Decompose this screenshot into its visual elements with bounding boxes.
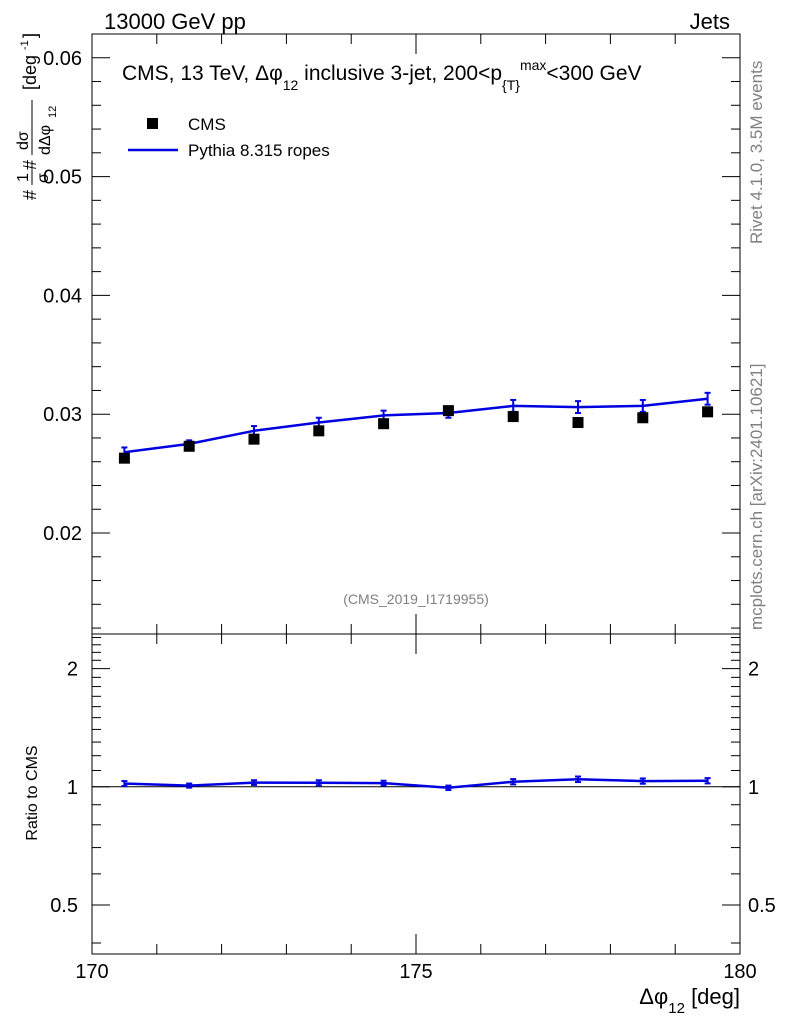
cms-data-point [572, 417, 584, 429]
ratio-ytick-label: 0.5 [50, 895, 78, 917]
legend-mc-label: Pythia 8.315 ropes [188, 141, 330, 160]
plot-title: CMS, 13 TeV, Δφ12 inclusive 3-jet, 200<p… [122, 57, 642, 93]
y-label-sub12: 12 [47, 106, 59, 118]
title-prefix: CMS, 13 TeV, [122, 62, 255, 85]
main-y-ticks: 0.02 0.03 0.04 0.05 0.06 [43, 48, 740, 629]
main-ytick-label: 0.03 [43, 404, 82, 426]
y-label-frac-one: 1 [15, 173, 32, 182]
ratio-mc-line [124, 778, 708, 790]
y-label-hash1: # [20, 190, 40, 200]
y-label-frac-ddphi: dΔφ [37, 125, 54, 155]
y-label-exp: -1 [19, 40, 31, 50]
y-axis-label: # 1 σ # dσ dΔφ 12 [deg -1 ] [15, 33, 59, 200]
ratio-marks [92, 775, 740, 792]
y-label-hash2: # [20, 160, 40, 170]
main-marks [118, 391, 714, 464]
y-label-frac-dsigma: dσ [15, 131, 32, 150]
rivet-label: Rivet 4.1.0, 3.5M events [747, 61, 766, 244]
main-ytick-label: 0.06 [43, 48, 82, 70]
title-middle: inclusive 3-jet, 200<p [298, 62, 502, 85]
title-supmax: max [520, 57, 546, 73]
cms-data-point [313, 425, 325, 437]
x-label-sub: 12 [668, 1000, 685, 1017]
x-label-unit: [deg] [685, 984, 740, 1009]
y-label-unit: [deg [20, 55, 40, 90]
cms-data-point [702, 406, 714, 418]
x-axis-label: Δφ12 [deg] [639, 984, 740, 1017]
title-suffix: <300 GeV [546, 62, 641, 85]
y-label-frac-sigma: σ [35, 173, 52, 183]
cms-data-point [183, 440, 195, 452]
legend-data-marker [147, 118, 158, 129]
ratio-y-ticks: 0.5 0.5 1 1 2 2 [50, 637, 776, 944]
title-subT: {T} [502, 77, 520, 93]
main-ytick-label: 0.02 [43, 523, 82, 545]
cms-data-point [507, 411, 519, 423]
ratio-ytick-label-right: 1 [748, 777, 759, 799]
mcplots-label: mcplots.cern.ch [arXiv:2401.10621] [747, 364, 766, 630]
xtick-label: 180 [723, 961, 756, 983]
title-sub12: 12 [283, 77, 299, 93]
header-right: Jets [690, 9, 730, 34]
xtick-label: 175 [399, 961, 432, 983]
ratio-axis-label: Ratio to CMS [24, 745, 41, 840]
y-label-close: ] [20, 33, 40, 38]
cms-data-point [442, 405, 454, 417]
x-ticks: 170 175 180 [75, 34, 757, 983]
analysis-id: (CMS_2019_I1719955) [343, 591, 489, 607]
cms-data-point [118, 452, 130, 464]
ratio-ytick-label: 1 [67, 777, 78, 799]
legend-data-label: CMS [188, 115, 226, 134]
ratio-ytick-label-right: 0.5 [748, 895, 776, 917]
title-dphi: Δφ [255, 62, 283, 85]
ratio-ytick-label: 2 [67, 659, 78, 681]
main-ytick-label: 0.05 [43, 167, 82, 189]
xtick-label: 170 [75, 961, 108, 983]
ratio-ytick-label-right: 2 [748, 659, 759, 681]
cms-data-point [248, 433, 260, 445]
x-label-main: Δφ [639, 984, 668, 1009]
mc-line [124, 397, 708, 454]
header-left: 13000 GeV pp [104, 9, 246, 34]
cms-data-point [378, 418, 390, 430]
cms-data-point [637, 412, 649, 424]
ratio-panel-frame [91, 633, 741, 955]
main-ytick-label: 0.04 [43, 285, 82, 307]
